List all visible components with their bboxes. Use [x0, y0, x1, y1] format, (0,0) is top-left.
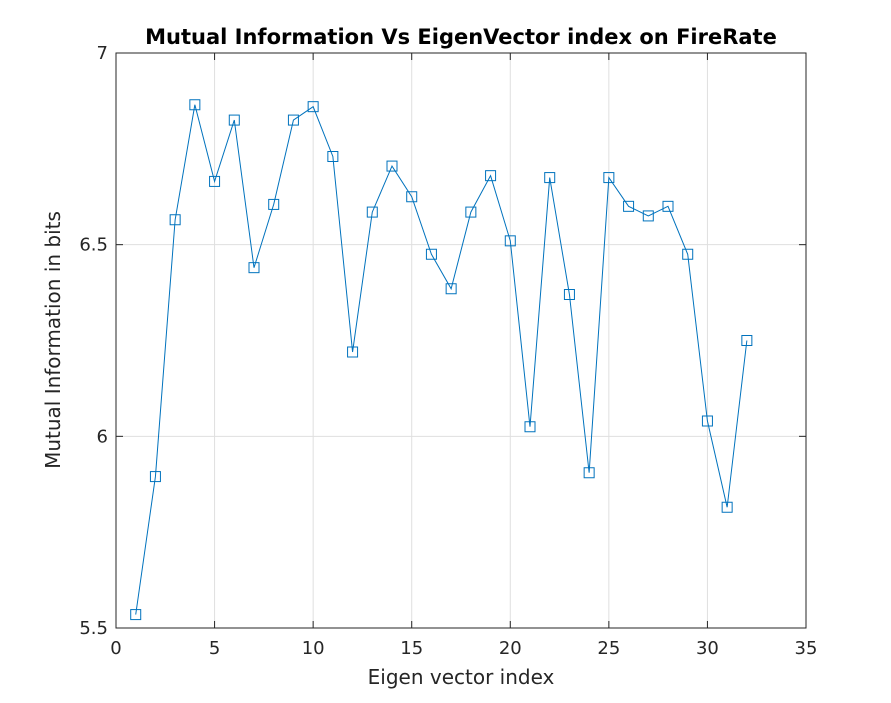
chart-title: Mutual Information Vs EigenVector index …: [145, 25, 777, 49]
y-tick-label: 6.5: [79, 235, 108, 256]
x-tick-label: 35: [795, 638, 818, 659]
data-point-marker: [504, 235, 516, 247]
y-tick-label: 5.5: [79, 618, 108, 639]
data-point-marker: [701, 415, 713, 427]
data-point-marker: [268, 198, 280, 210]
data-point-marker: [425, 248, 437, 260]
data-point-marker: [307, 101, 319, 113]
data-point-marker: [563, 289, 575, 300]
data-point-marker: [189, 99, 201, 111]
data-point-marker: [662, 200, 674, 212]
plot-box: [115, 52, 807, 629]
data-point-marker: [485, 170, 497, 182]
data-point-marker: [287, 114, 299, 126]
series-line: [130, 99, 753, 621]
series-polyline: [135, 104, 748, 615]
data-point-marker: [642, 210, 654, 222]
data-point-marker: [741, 335, 753, 346]
x-tick-label: 0: [110, 638, 121, 659]
data-point-marker: [682, 248, 694, 260]
data-point-marker: [228, 114, 240, 126]
data-point-marker: [721, 501, 733, 513]
data-point-marker: [366, 206, 378, 218]
data-point-marker: [465, 206, 477, 218]
data-point-marker: [603, 172, 615, 184]
data-point-marker: [623, 200, 635, 212]
x-axis-label: Eigen vector index: [368, 665, 555, 689]
data-point-marker: [445, 283, 457, 295]
data-point-marker: [169, 214, 181, 226]
plot-area: [116, 53, 806, 628]
data-point-marker: [386, 160, 398, 172]
x-tick-label: 30: [696, 638, 719, 659]
data-point-marker: [583, 467, 595, 479]
data-point-marker: [130, 609, 142, 621]
x-tick-label: 10: [302, 638, 325, 659]
data-point-marker: [149, 471, 161, 483]
y-tick-label: 6: [97, 426, 108, 447]
axis-ticks: 0 5 10 15 20 25 30 35 5.5 6 6.5 7: [79, 43, 817, 659]
data-point-marker: [327, 151, 339, 162]
data-point-marker: [544, 172, 556, 184]
x-tick-label: 20: [499, 638, 522, 659]
data-point-marker: [347, 346, 359, 358]
y-axis-label: Mutual Information in bits: [41, 211, 65, 469]
data-point-marker: [248, 262, 260, 274]
x-tick-label: 25: [597, 638, 620, 659]
y-tick-label: 7: [97, 43, 108, 64]
data-point-marker: [406, 191, 418, 203]
x-tick-label: 15: [400, 638, 423, 659]
data-point-marker: [209, 175, 221, 187]
data-point-marker: [524, 421, 536, 433]
x-tick-label: 5: [209, 638, 220, 659]
